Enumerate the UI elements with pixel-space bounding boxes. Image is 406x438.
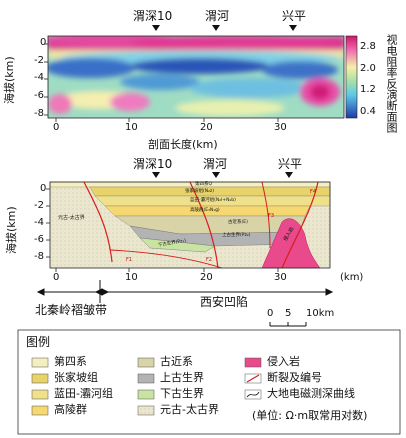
legend-item-label: 第四系: [54, 355, 87, 368]
bottom-axis-ticks: [46, 188, 279, 272]
fault-line: [281, 181, 319, 269]
fault-line: [109, 249, 223, 269]
fault-line: [83, 181, 113, 263]
fault-label: F3: [268, 213, 275, 219]
legend-swatch: [31, 373, 49, 384]
bottom-ytick: -6: [34, 234, 44, 245]
legend-unit-note: (单位: Ω·m取常用对数): [252, 409, 368, 422]
scale-label: 5: [285, 308, 292, 319]
top-ytick: 0: [40, 37, 47, 48]
unit-label: 上古生界(Pz₂): [222, 233, 251, 238]
colorbar-title: 视电阻率反演断面图: [385, 34, 398, 133]
top-xtick: 30: [274, 122, 287, 133]
top-ytick: -4: [34, 72, 44, 83]
scale-bar: [269, 322, 307, 327]
unit-label: 蓝田-灞河组(N₂l+N₂b): [190, 198, 236, 203]
bottom-xtick: 0: [53, 272, 60, 283]
top-xlabel: 剖面长度(km): [148, 138, 218, 151]
bottom-station-label-1: 渭深10: [133, 157, 173, 171]
fault-label: F2: [206, 257, 213, 263]
top-ytick: -8: [34, 108, 44, 119]
resistivity-image: [48, 36, 344, 118]
bottom-ytick: 0: [40, 183, 47, 194]
legend-swatch: [31, 357, 49, 368]
bottom-ytick: -2: [34, 200, 44, 211]
legend-item-label: 蓝田-灞河组: [54, 387, 113, 400]
legend-item-label: 大地电磁测深曲线: [267, 387, 355, 400]
top-xtick: 10: [125, 122, 138, 133]
unit-lower-paleozoic: [139, 237, 216, 253]
legend-item-label: 元古-太古界: [160, 403, 219, 416]
top-station-label-3: 兴平: [282, 9, 307, 23]
fault-line: [189, 181, 219, 269]
bottom-xtick: 20: [200, 272, 213, 283]
unit-label: 古近系(E): [228, 220, 248, 225]
legend-item-label: 高陵群: [54, 403, 87, 416]
top-station-label-1: 渭深10: [133, 9, 173, 23]
bottom-station-marker: [152, 172, 160, 178]
top-station-marker: [152, 25, 160, 31]
legend-swatch: [137, 389, 155, 400]
resistivity-section-panel: 渭深10 渭河 兴平 海拔(km) 0 -2 -4 -6 -8 0 10 20 …: [0, 0, 406, 165]
legend-swatch: [31, 405, 49, 416]
legend-item-label: 古近系: [160, 355, 193, 368]
bottom-ylabel: 海拔(km): [5, 206, 18, 254]
unit-intrusive: [261, 218, 321, 269]
top-station-marker: [289, 25, 297, 31]
legend-item-label: 侵入岩: [267, 355, 300, 368]
scale-label: 0: [267, 308, 274, 319]
geologic-section: [49, 181, 331, 269]
top-axis-ticks: [44, 43, 279, 122]
colorbar-tick: 1.2: [360, 84, 376, 95]
left-region-label: 北秦岭褶皱带: [35, 303, 108, 317]
unit-label: 元古-太古界: [58, 215, 85, 221]
bottom-xtick: 10: [125, 272, 138, 283]
legend-item-label: 张家坡组: [54, 371, 98, 384]
legend-swatch: [31, 389, 49, 400]
bottom-xunit: (km): [340, 272, 364, 283]
top-xtick: 0: [53, 122, 60, 133]
top-station-marker: [212, 25, 220, 31]
legend-swatch: [244, 357, 262, 368]
top-ytick: -6: [34, 90, 44, 101]
bottom-station-label-3: 兴平: [278, 157, 303, 171]
top-xtick: 20: [200, 122, 213, 133]
legend-item-label: 下古生界: [160, 387, 204, 400]
fault-label: F4: [310, 189, 317, 195]
unit-label: 张家坡组(N₂z): [185, 189, 215, 194]
bottom-station-marker: [285, 172, 293, 178]
fault-line: [261, 181, 271, 249]
colorbar-tick: 2.0: [360, 63, 376, 74]
colorbar-tick: 0.4: [360, 106, 376, 117]
unit-label: 第四系Q: [195, 182, 213, 187]
legend-swatch: [137, 373, 155, 384]
colorbar-tick: 2.8: [360, 41, 376, 52]
fault-label: F1: [126, 257, 133, 263]
legend-item-label: 断裂及编号: [267, 371, 322, 384]
legend-title: 图例: [26, 335, 51, 349]
legend-swatch: [137, 405, 155, 416]
colorbar: [345, 35, 358, 119]
top-ytick: -2: [34, 55, 44, 66]
bottom-ytick: -4: [34, 217, 44, 228]
region-arrows: [36, 280, 334, 303]
legend-swatch: [137, 357, 155, 368]
bottom-xtick: 30: [274, 272, 287, 283]
bottom-ytick: -8: [34, 251, 44, 262]
bottom-station-marker: [212, 172, 220, 178]
scale-label: 10km: [306, 308, 335, 319]
right-region-label: 西安凹陷: [200, 295, 249, 309]
legend-item-label: 上古生界: [160, 371, 204, 384]
legend-frame: [17, 329, 401, 435]
unit-label: 高陵群(E₃N₁g): [190, 208, 220, 213]
bottom-station-label-2: 渭河: [203, 157, 228, 171]
top-station-label-2: 渭河: [205, 9, 230, 23]
